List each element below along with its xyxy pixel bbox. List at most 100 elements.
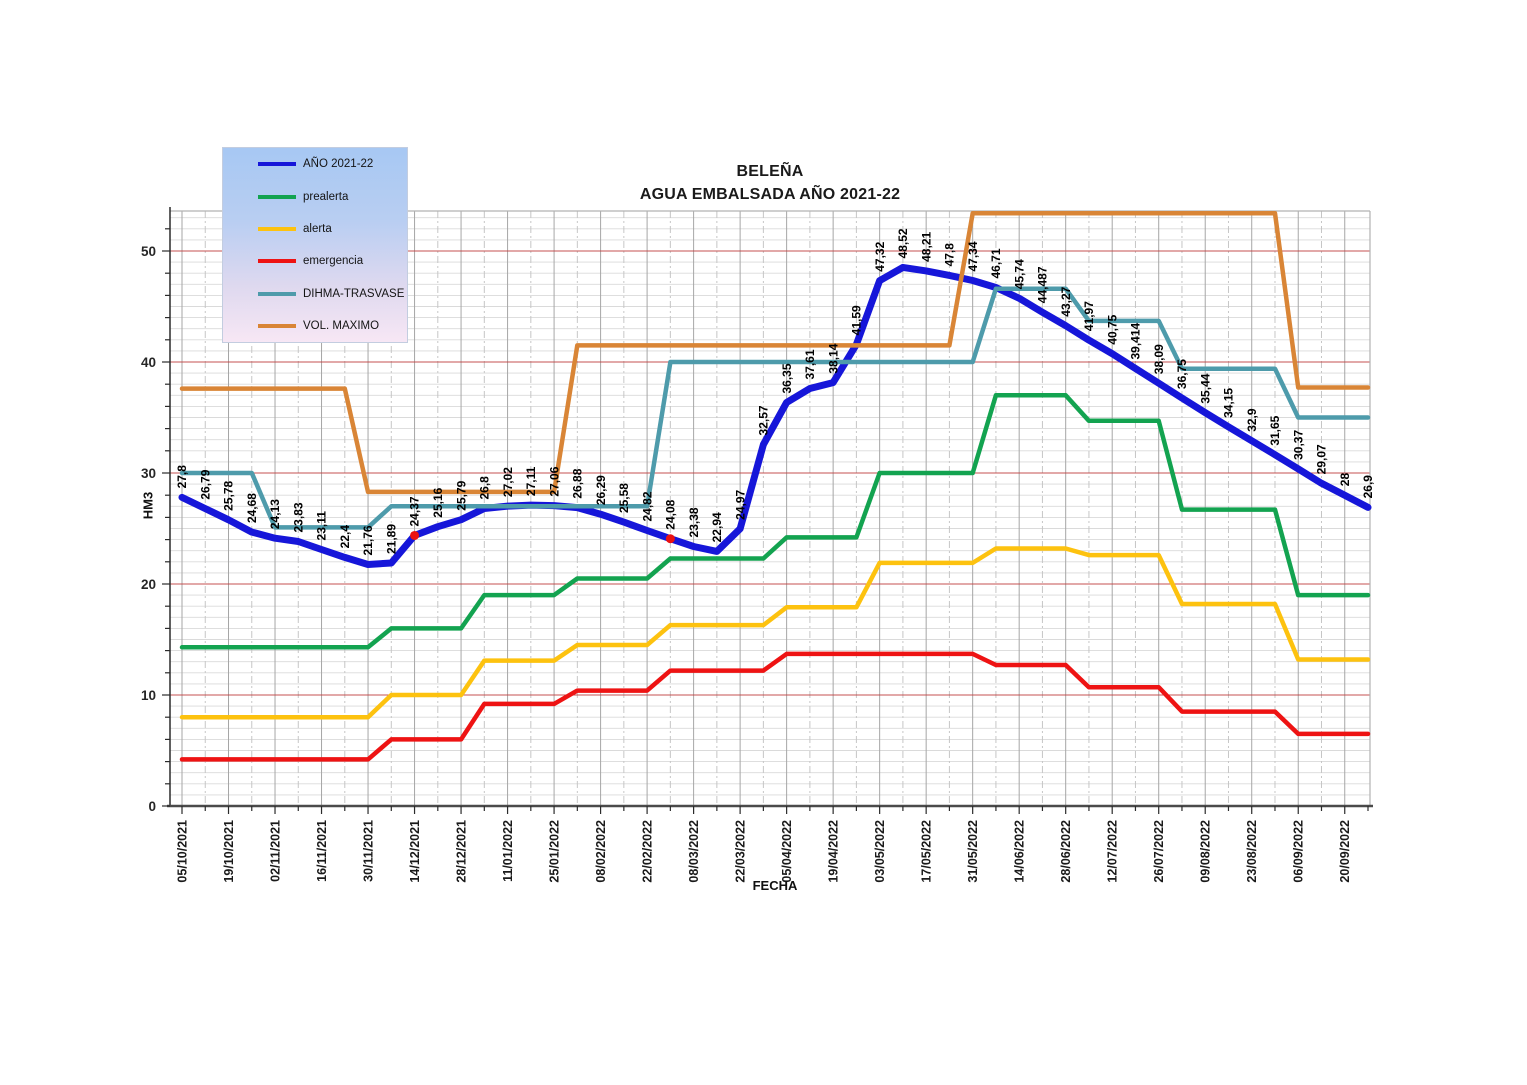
legend-line-swatch	[258, 162, 296, 167]
data-point-label: 48,52	[896, 228, 910, 258]
legend-line-swatch	[258, 291, 296, 296]
data-point-label: 27,11	[524, 466, 538, 496]
y-tick-label: 10	[141, 688, 156, 703]
y-axis-title: HM3	[140, 491, 156, 520]
y-tick-label: 20	[141, 577, 156, 592]
data-point-label: 25,16	[431, 487, 445, 517]
x-tick-label: 26/07/2022	[1152, 820, 1166, 883]
legend-line-swatch	[258, 194, 296, 199]
legend-item-2: alerta	[223, 213, 407, 245]
data-point-label: 27,06	[547, 466, 561, 496]
data-point-label: 24,97	[733, 489, 747, 519]
x-tick-label: 02/11/2021	[269, 820, 283, 882]
data-point-label: 28	[1338, 473, 1352, 487]
x-tick-label: 08/03/2022	[687, 820, 701, 883]
data-point-label: 24,68	[245, 493, 259, 523]
data-point-label: 41,97	[1082, 301, 1096, 331]
data-point-label: 25,58	[617, 483, 631, 513]
chart-title-line1: BELEÑA	[736, 163, 804, 180]
data-point-label: 36,35	[780, 363, 794, 393]
data-point-label: 35,44	[1198, 373, 1212, 403]
data-point-label: 47,8	[943, 243, 957, 267]
legend-item-label: DIHMA-TRASVASE	[303, 287, 405, 300]
series-line-a-o-2021-22	[178, 263, 1372, 568]
data-point-label: 40,75	[1105, 314, 1119, 344]
x-tick-label: 31/05/2022	[966, 820, 980, 883]
data-point-label: 46,71	[989, 248, 1003, 278]
data-point-label: 34,15	[1222, 388, 1236, 418]
data-point-label: 26,29	[594, 475, 608, 505]
series-line-vol-maximo	[179, 211, 1371, 495]
legend: AÑO 2021-22 prealerta alerta emergencia DIHM…	[222, 147, 408, 343]
data-point-label: 24,08	[664, 499, 678, 529]
data-point-label: 32,9	[1245, 408, 1259, 432]
data-point-label: 39,414	[1129, 322, 1143, 359]
data-point-label: 48,21	[919, 232, 933, 262]
data-point-label: 43,27	[1059, 286, 1073, 316]
y-tick-label: 30	[141, 466, 156, 481]
data-point-label: 38,09	[1152, 344, 1166, 374]
legend-line-swatch	[258, 259, 296, 264]
series-line-prealerta	[179, 393, 1371, 650]
x-tick-label: 14/12/2021	[408, 820, 422, 883]
data-point-label: 47,32	[873, 241, 887, 271]
data-point-label: 36,75	[1175, 359, 1189, 389]
x-tick-label: 20/09/2022	[1338, 820, 1352, 883]
data-point-label: 22,94	[710, 512, 724, 542]
data-point-label: 24,37	[408, 496, 422, 526]
x-tick-label: 05/10/2021	[176, 820, 190, 883]
chart-title: BELEÑA AGUA EMBALSADA AÑO 2021-22	[470, 160, 1070, 206]
data-point-label: 23,38	[687, 507, 701, 537]
data-point-label: 24,82	[640, 491, 654, 521]
x-tick-label: 11/01/2022	[501, 820, 515, 882]
legend-item-3: emergencia	[223, 245, 407, 277]
x-tick-label: 03/05/2022	[873, 820, 887, 883]
data-point-label: 26,79	[198, 469, 212, 499]
legend-item-label: AÑO 2021-22	[303, 158, 374, 171]
x-tick-label: 25/01/2022	[548, 820, 562, 883]
x-tick-label: 28/12/2021	[455, 820, 469, 883]
data-point-label: 29,07	[1315, 444, 1329, 474]
legend-item-4: DIHMA-TRASVASE	[223, 278, 407, 310]
legend-line-swatch	[258, 226, 296, 231]
y-tick-label: 0	[148, 799, 156, 814]
data-point-label: 25,79	[454, 480, 468, 510]
data-point-label: 45,74	[1012, 259, 1026, 289]
data-point-label: 24,13	[268, 499, 282, 529]
data-point-marker	[410, 530, 420, 540]
x-tick-label: 23/08/2022	[1245, 820, 1259, 883]
data-point-label: 26,8	[478, 476, 492, 500]
data-point-label: 32,57	[757, 405, 771, 435]
data-point-label: 23,83	[291, 502, 305, 532]
legend-item-5: VOL. MAXIMO	[223, 310, 407, 342]
data-point-label: 41,59	[850, 305, 864, 335]
legend-item-0: AÑO 2021-22	[223, 148, 407, 180]
data-point-label: 23,11	[315, 511, 329, 541]
series-line-dihma-trasvase	[179, 286, 1371, 530]
data-point-label: 27,8	[175, 465, 189, 489]
x-axis-title: FECHA	[752, 878, 798, 893]
data-point-label: 47,34	[966, 241, 980, 271]
legend-item-label: alerta	[303, 222, 332, 235]
legend-item-1: prealerta	[223, 180, 407, 212]
data-point-label: 21,76	[361, 525, 375, 555]
x-tick-label: 16/11/2021	[315, 820, 329, 882]
series-line-alerta	[179, 546, 1371, 720]
legend-line-swatch	[258, 324, 296, 329]
legend-item-label: prealerta	[303, 190, 349, 203]
data-point-label: 38,14	[826, 343, 840, 373]
x-tick-label: 19/10/2021	[222, 820, 236, 883]
data-point-label: 22,4	[338, 525, 352, 549]
x-tick-label: 09/08/2022	[1199, 820, 1213, 883]
data-point-label: 26,88	[571, 468, 585, 498]
legend-item-label: emergencia	[303, 255, 364, 268]
data-point-label: 31,65	[1268, 415, 1282, 445]
series-line-emergencia	[179, 651, 1371, 762]
x-tick-label: 19/04/2022	[827, 820, 841, 883]
x-tick-label: 08/02/2022	[594, 820, 608, 883]
data-point-label: 27,02	[501, 467, 515, 497]
data-point-label: 30,37	[1291, 430, 1305, 460]
data-point-label: 44,487	[1036, 266, 1050, 303]
